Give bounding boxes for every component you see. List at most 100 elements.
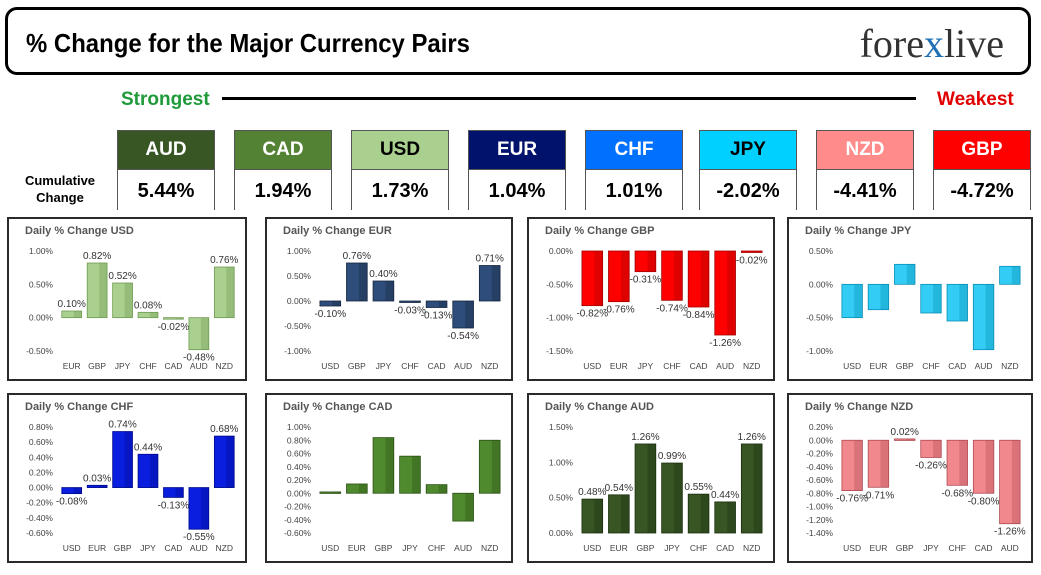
chart-title: Daily % Change CAD — [283, 401, 392, 413]
bar-shade — [959, 440, 968, 486]
bar-eur — [61, 310, 83, 319]
chart-title: Daily % Change EUR — [283, 225, 392, 237]
y-tick-label: -0.50% — [26, 346, 53, 356]
data-label: -0.80% — [968, 496, 1000, 507]
chart-gbp: Daily % Change GBP 0.00% -0.50% -1.00% -1.50… — [545, 225, 768, 371]
y-tick-label: -1.00% — [546, 313, 573, 323]
currency-box-nzd: NZD -4.41% — [816, 130, 914, 210]
currency-cumulative-value: 1.01% — [586, 169, 682, 210]
bar-cad — [687, 250, 710, 308]
y-tick-label: 0.50% — [549, 493, 574, 503]
x-tick-label: EUR — [348, 543, 366, 553]
x-tick-label: CAD — [975, 543, 993, 553]
data-label: 0.03% — [83, 473, 111, 484]
x-tick-label: AUD — [190, 361, 208, 371]
x-tick-label: EUR — [88, 543, 106, 553]
x-tick-label: NZD — [743, 543, 760, 553]
x-tick-label: AUD — [190, 543, 208, 553]
x-tick-label: CAD — [948, 361, 966, 371]
y-tick-label: -0.50% — [284, 321, 311, 331]
x-tick-label: JPY — [664, 543, 680, 553]
bar-shade — [175, 317, 184, 320]
x-tick-label: GBP — [88, 361, 106, 371]
currency-box-eur: EUR 1.04% — [468, 130, 566, 210]
bar-aud — [188, 487, 210, 530]
y-tick-label: 0.00% — [549, 528, 574, 538]
x-tick-label: USD — [843, 543, 861, 553]
y-tick-label: -0.60% — [284, 528, 311, 538]
y-tick-label: -1.00% — [806, 346, 833, 356]
bar-jpy — [372, 280, 395, 302]
chart-usd: Daily % Change USD 1.00% 0.50% 0.00% -0.50% E… — [25, 225, 239, 371]
currency-cumulative-value: 5.44% — [118, 169, 214, 210]
y-tick-label: 0.00% — [287, 488, 312, 498]
data-label: 0.99% — [658, 451, 686, 462]
bar-shade — [438, 301, 447, 308]
bar-shade — [200, 317, 209, 350]
y-tick-label: 0.80% — [29, 422, 54, 432]
bar-shade — [906, 438, 915, 441]
x-tick-label: NZD — [216, 543, 233, 553]
data-label: 0.74% — [108, 420, 136, 431]
chart-title: Daily % Change AUD — [545, 401, 654, 413]
y-tick-label: 0.20% — [29, 467, 54, 477]
bar-shade — [880, 440, 889, 488]
x-tick-label: JPY — [923, 543, 939, 553]
data-label: 0.55% — [684, 482, 712, 493]
y-tick-label: -0.50% — [806, 313, 833, 323]
data-label: 0.10% — [58, 299, 86, 310]
bar-shade — [149, 454, 158, 488]
y-tick-label: 0.50% — [809, 246, 834, 256]
x-tick-label: AUD — [975, 361, 993, 371]
bar-shade — [753, 251, 763, 253]
chart-panel-chf: Daily % Change CHF 0.80% 0.60% 0.40% 0.20% 0.… — [7, 393, 247, 563]
x-tick-label: CHF — [690, 543, 707, 553]
bar-shade — [200, 487, 209, 530]
data-label: 0.40% — [369, 269, 397, 280]
data-label: 0.44% — [711, 490, 739, 501]
data-label: 0.68% — [210, 424, 238, 435]
y-tick-label: 0.00% — [29, 313, 54, 323]
bar-usd — [61, 487, 83, 495]
y-tick-label: 0.80% — [287, 435, 312, 445]
y-tick-label: 1.50% — [549, 422, 574, 432]
bar-shade — [175, 487, 184, 498]
bar-chf — [687, 493, 710, 534]
bar-usd — [841, 439, 863, 491]
bar-shade — [226, 436, 235, 488]
data-label: 0.82% — [83, 251, 111, 262]
x-tick-label: GBP — [636, 543, 654, 553]
x-tick-label: CAD — [164, 543, 182, 553]
chart-chf: Daily % Change CHF 0.80% 0.60% 0.40% 0.20% 0.… — [25, 401, 239, 553]
bar-jpy — [137, 453, 159, 488]
bar-cad — [946, 283, 968, 322]
x-tick-label: AUD — [454, 543, 472, 553]
bar-cad — [163, 317, 184, 320]
data-label: -1.26% — [709, 338, 741, 349]
data-label: 0.54% — [605, 483, 633, 494]
data-label: -0.26% — [915, 460, 947, 471]
y-tick-label: -1.20% — [806, 515, 833, 525]
data-label: -0.02% — [158, 322, 190, 333]
chart-panel-eur: Daily % Change EUR 1.00% 0.50% 0.00% -0.50% -… — [265, 217, 513, 381]
x-tick-label: EUR — [869, 361, 887, 371]
bar-gbp — [112, 431, 133, 488]
currency-name: GBP — [934, 131, 1030, 169]
bar-nzd — [478, 439, 501, 494]
x-tick-label: CAD — [690, 361, 708, 371]
y-tick-label: 0.40% — [287, 462, 312, 472]
currency-name: JPY — [700, 131, 796, 169]
y-tick-label: -0.20% — [806, 449, 833, 459]
bar-shade — [358, 483, 368, 494]
bar-shade — [491, 265, 501, 301]
chart-aud: Daily % Change AUD 1.50% 1.00% 0.50% 0.00% US… — [545, 401, 766, 553]
bar-aud — [452, 492, 474, 522]
x-tick-label: AUD — [716, 361, 734, 371]
bar-aud — [452, 300, 474, 329]
currency-box-cad: CAD 1.94% — [234, 130, 332, 210]
x-tick-label: CHF — [139, 361, 156, 371]
x-tick-label: NZD — [216, 361, 233, 371]
x-tick-label: EUR — [610, 543, 628, 553]
y-tick-label: -1.00% — [284, 346, 311, 356]
bar-gbp — [86, 262, 108, 319]
